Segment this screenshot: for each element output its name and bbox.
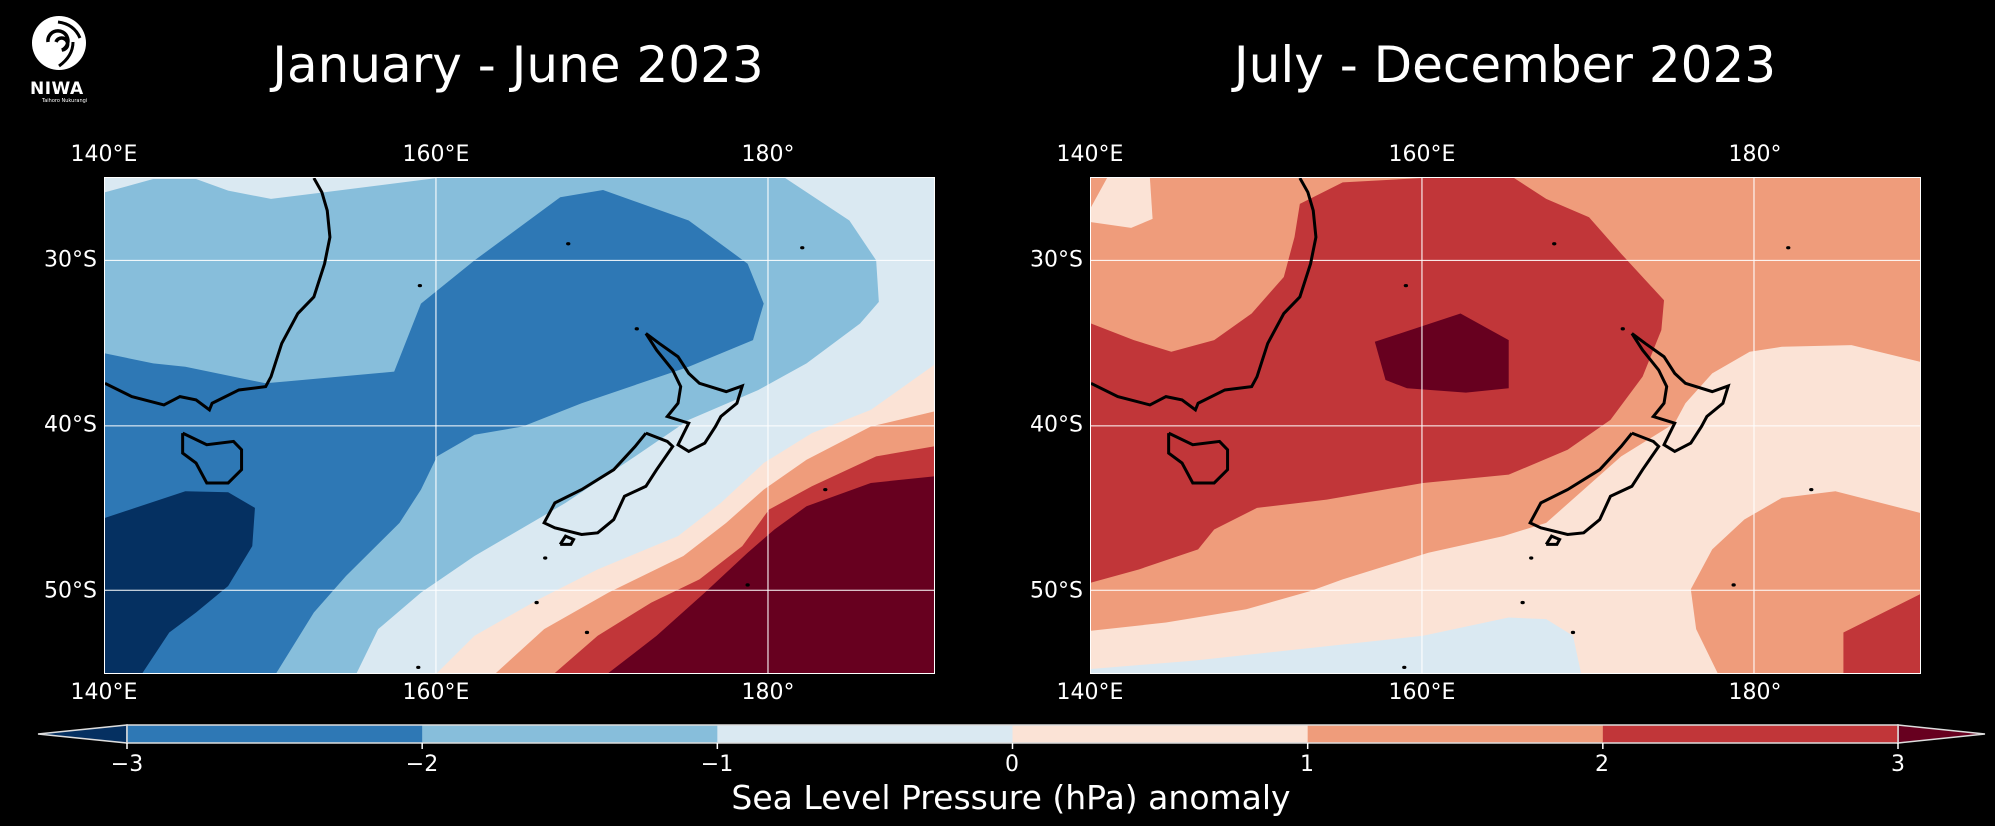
colorbar-tick: −2 — [405, 752, 439, 777]
left-lat-tick: 30°S — [44, 247, 97, 273]
left-island — [823, 487, 828, 492]
left-bottom-lon-tick: 140°E — [70, 680, 138, 705]
colorbar-label: Sea Level Pressure (hPa) anomaly — [731, 778, 1291, 817]
left-bottom-lon-tick: 180° — [741, 680, 795, 705]
right-lat-tick: 30°S — [1030, 247, 1083, 273]
right-top-lon-tick: 180° — [1728, 142, 1782, 167]
right-lat-tick: 40°S — [1030, 412, 1083, 438]
right-contour-0-to-1 — [1091, 178, 1153, 228]
colorbar-extend-high — [1897, 724, 1986, 744]
right-top-lon-tick: 160°E — [1388, 142, 1456, 167]
right-coastline-stewart — [1546, 536, 1559, 544]
colorbar-segment-m1-to-0 — [717, 725, 1013, 743]
left-lat-tick: 50°S — [44, 578, 97, 604]
colorbar-extend-low — [37, 724, 128, 744]
right-bottom-lon-tick: 180° — [1728, 680, 1782, 705]
right-contour-m1-to-0 — [1091, 617, 1582, 673]
right-island — [1403, 283, 1409, 288]
right-coastline-tasmania — [1169, 433, 1228, 483]
left-contour-lt-to-m3 — [105, 491, 255, 673]
left-island — [800, 246, 805, 250]
left-contour-gt-to-3 — [608, 476, 934, 673]
right-bottom-lon-tick: 160°E — [1388, 680, 1456, 705]
right-bottom-lon-tick: 140°E — [1056, 680, 1124, 705]
left-contour-m3-to-m2 — [105, 189, 764, 673]
right-coastline-nz-north — [1632, 333, 1728, 451]
niwa-logo — [28, 12, 90, 102]
left-map-canvas — [105, 178, 934, 673]
colorbar-segment-0-to-1 — [1012, 725, 1309, 743]
right-coastline-australia — [1091, 178, 1316, 410]
colorbar-tick: 3 — [1891, 752, 1905, 777]
colorbar-segment-m2-to-m1 — [422, 725, 718, 743]
left-coastline-australia — [105, 178, 330, 410]
colorbar-segment-2-to-3 — [1602, 725, 1899, 743]
right-top-lon-tick: 140°E — [1056, 142, 1124, 167]
left-map-title: January - June 2023 — [272, 36, 764, 94]
colorbar-tick: 1 — [1300, 752, 1314, 777]
left-bottom-lon-tick: 160°E — [402, 680, 470, 705]
right-island — [1809, 487, 1814, 492]
left-lat-tick: 40°S — [44, 412, 97, 438]
right-contour-0-to-1 — [1091, 345, 1920, 673]
colorbar-tick: −3 — [110, 752, 144, 777]
right-island — [1529, 556, 1534, 560]
left-island — [543, 556, 548, 560]
left-island — [416, 665, 421, 670]
left-island — [584, 630, 590, 635]
left-top-lon-tick: 180° — [741, 142, 795, 167]
right-island — [1552, 242, 1557, 246]
right-contour-2-to-3 — [1843, 594, 1920, 673]
colorbar-segment-m3-to-m2 — [127, 725, 423, 743]
right-island — [1620, 327, 1625, 331]
left-top-lon-tick: 140°E — [70, 142, 138, 167]
left-island — [634, 327, 639, 331]
left-coastline-nz-south — [544, 433, 673, 534]
right-contour-2-to-3 — [1091, 178, 1665, 583]
left-island — [745, 583, 750, 587]
colorbar-segment-1-to-2 — [1307, 725, 1604, 743]
logo-tagline: Taihoro Nukurangi — [42, 98, 88, 104]
colorbar-tick: 0 — [1005, 752, 1019, 777]
left-anomaly-map — [104, 177, 935, 674]
left-island — [417, 283, 423, 288]
left-island — [534, 600, 539, 605]
colorbar-tick: −1 — [700, 752, 734, 777]
right-map-canvas — [1091, 178, 1920, 673]
left-top-lon-tick: 160°E — [402, 142, 470, 167]
right-island — [1402, 665, 1407, 670]
right-map-title: July - December 2023 — [1233, 36, 1777, 94]
right-island — [1786, 246, 1791, 250]
niwa-swirl-icon — [32, 16, 86, 70]
left-coastline-stewart — [560, 536, 573, 544]
colorbar — [37, 724, 1986, 749]
right-anomaly-map — [1090, 177, 1921, 674]
left-coastline-nz-north — [646, 333, 742, 451]
right-contour-gt-to-3 — [1374, 313, 1509, 393]
right-coastline-nz-south — [1530, 433, 1659, 534]
right-island — [1570, 630, 1576, 635]
right-lat-tick: 50°S — [1030, 578, 1083, 604]
left-island — [566, 242, 571, 246]
left-coastline-tasmania — [183, 433, 242, 483]
logo-name: NIWA — [30, 79, 84, 99]
colorbar-tick: 2 — [1595, 752, 1609, 777]
right-island — [1731, 583, 1736, 587]
right-island — [1520, 600, 1525, 605]
